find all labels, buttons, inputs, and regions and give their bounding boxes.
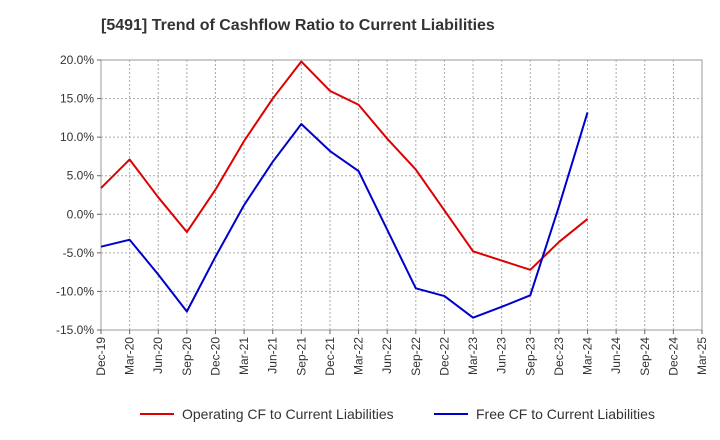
x-tick-label: Dec-21: [323, 337, 337, 376]
series-lines: [100, 60, 589, 319]
x-tick-label: Jun-20: [151, 337, 165, 374]
y-tick-label: 20.0%: [60, 53, 94, 67]
x-tick-label: Sep-23: [523, 337, 537, 376]
y-tick-label: 0.0%: [67, 207, 95, 221]
x-tick-label: Sep-24: [638, 337, 652, 376]
series-line-1: [100, 60, 589, 271]
x-tick-label: Dec-19: [94, 337, 108, 376]
legend: Operating CF to Current Liabilities Free …: [140, 406, 655, 422]
x-axis: Dec-19 Mar-20 Jun-20 Sep-20 Dec-20 Mar-21 Jun-…: [94, 330, 709, 376]
x-tick-label: Jun-24: [609, 337, 623, 374]
x-tick-label: Dec-20: [208, 337, 222, 376]
x-tick-label: Dec-22: [437, 337, 451, 376]
x-tick-label: Mar-23: [466, 337, 480, 375]
plot-frame: [100, 59, 703, 331]
x-tick-label: Mar-20: [123, 337, 137, 375]
y-tick-label: -15.0%: [56, 323, 94, 337]
grid-lines: [101, 60, 702, 330]
legend-label-1: Operating CF to Current Liabilities: [182, 406, 394, 422]
x-tick-label: Jun-22: [380, 337, 394, 374]
legend-label-2: Free CF to Current Liabilities: [476, 406, 655, 422]
chart-title: [5491] Trend of Cashflow Ratio to Curren…: [101, 17, 495, 34]
x-tick-label: Jun-21: [266, 337, 280, 374]
y-tick-label: 15.0%: [60, 92, 94, 106]
y-tick-label: 10.0%: [60, 130, 94, 144]
x-tick-label: Sep-21: [294, 337, 308, 376]
y-tick-label: 5.0%: [67, 169, 95, 183]
x-tick-label: Sep-22: [409, 337, 423, 376]
x-tick-label: Mar-21: [237, 337, 251, 375]
x-tick-label: Jun-23: [495, 337, 509, 374]
y-tick-label: -5.0%: [63, 246, 95, 260]
x-tick-label: Dec-24: [666, 337, 680, 376]
x-tick-label: Sep-20: [180, 337, 194, 376]
series-line-2: [100, 112, 589, 319]
y-tick-label: -10.0%: [56, 284, 94, 298]
x-tick-label: Mar-25: [695, 337, 709, 375]
x-tick-label: Mar-24: [581, 337, 595, 375]
plot-area: [100, 59, 703, 331]
x-tick-label: Mar-22: [352, 337, 366, 375]
y-axis: 20.0% 15.0% 10.0% 5.0% 0.0% -5.0% -10.0% -15.0%: [56, 53, 101, 337]
x-tick-label: Dec-23: [552, 337, 566, 376]
